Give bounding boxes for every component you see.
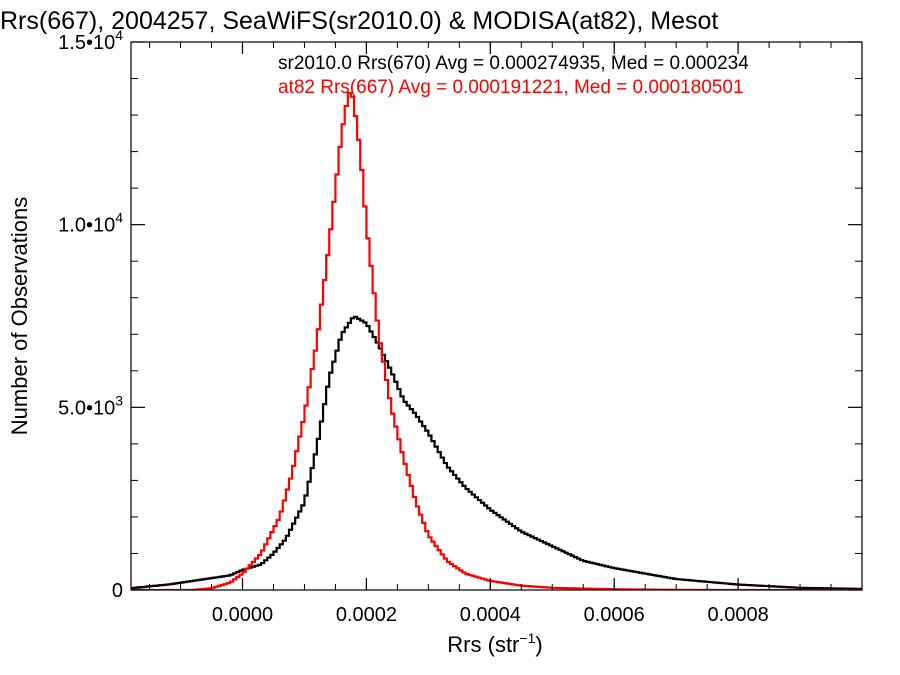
x-axis: 0.0000 0.0002 0.0004 0.0006 0.0008 xyxy=(149,42,832,626)
y-tick-label: 5.0•103 xyxy=(58,392,123,419)
x-tick-label: 0.0008 xyxy=(708,604,769,626)
y-axis: 0 5.0•103 1.0•104 1.5•104 xyxy=(58,27,862,602)
y-tick-label: 0 xyxy=(112,580,123,602)
legend: sr2010.0 Rrs(670) Avg = 0.000274935, Med… xyxy=(278,53,749,98)
x-axis-title: Rrs (str−1) xyxy=(447,630,542,657)
legend-entry-sr2010: sr2010.0 Rrs(670) Avg = 0.000274935, Med… xyxy=(278,53,749,74)
y-tick-label: 1.0•104 xyxy=(58,210,123,237)
x-tick-label: 0.0000 xyxy=(212,604,273,626)
legend-entry-at82: at82 Rrs(667) Avg = 0.000191221, Med = 0… xyxy=(278,77,744,98)
x-tick-label: 0.0004 xyxy=(460,604,521,626)
y-tick-label: 1.5•104 xyxy=(58,27,123,54)
chart-title: Rrs(667), 2004257, SeaWiFS(sr2010.0) & M… xyxy=(0,7,718,35)
x-tick-label: 0.0006 xyxy=(584,604,645,626)
plot-frame xyxy=(130,41,863,591)
y-axis-title: Number of Observations xyxy=(7,197,32,435)
x-tick-label: 0.0002 xyxy=(336,604,397,626)
series-line-sr2010 xyxy=(131,315,862,590)
